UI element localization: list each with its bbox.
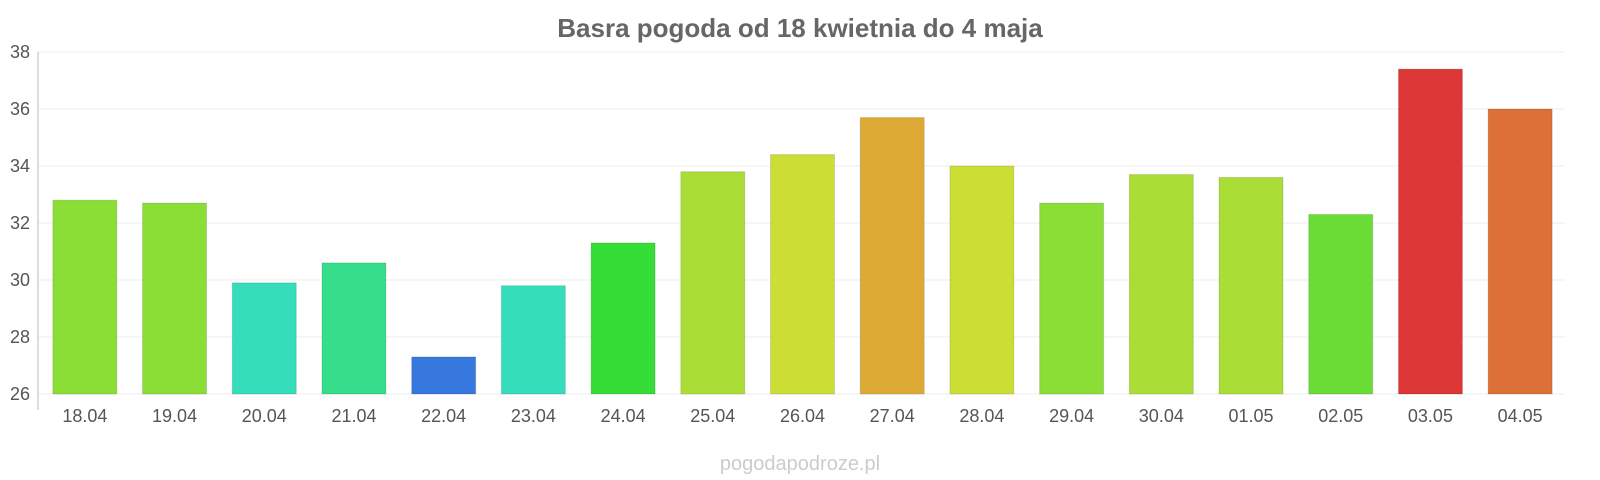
bar (949, 165, 1015, 395)
y-tick-label: 36 (10, 99, 30, 119)
x-tick-label: 19.04 (152, 406, 197, 426)
x-tick-label: 21.04 (331, 406, 376, 426)
x-tick-label: 29.04 (1049, 406, 1094, 426)
bar (321, 262, 387, 395)
x-tick-label: 03.05 (1408, 406, 1453, 426)
y-tick-label: 30 (10, 270, 30, 290)
x-tick-label: 24.04 (601, 406, 646, 426)
bar (500, 285, 566, 395)
x-tick-label: 25.04 (690, 406, 735, 426)
x-axis-ticks: 18.04 19.04 20.04 21.04 22.04 23.04 24.04 25.04… (62, 406, 1542, 426)
y-tick-label: 34 (10, 156, 30, 176)
bar (1039, 202, 1105, 395)
bar (231, 282, 297, 395)
bars (52, 68, 1553, 395)
x-tick-label: 04.05 (1498, 406, 1543, 426)
bar (770, 154, 835, 395)
x-tick-label: 30.04 (1139, 406, 1184, 426)
bar (1128, 174, 1194, 395)
bar (859, 117, 925, 395)
y-tick-label: 38 (10, 42, 30, 62)
bar (1487, 108, 1553, 395)
bar (411, 356, 477, 395)
bar (1308, 213, 1374, 395)
bar (52, 199, 118, 395)
chart-title: Basra pogoda od 18 kwietnia do 4 maja (557, 13, 1043, 43)
y-tick-label: 26 (10, 384, 30, 404)
watermark: pogodapodroze.pl (720, 453, 880, 475)
x-tick-label: 02.05 (1318, 406, 1363, 426)
y-tick-label: 28 (10, 327, 30, 347)
bar (1397, 68, 1463, 395)
y-tick-label: 32 (10, 213, 30, 233)
bar (680, 171, 746, 395)
x-tick-label: 18.04 (62, 406, 107, 426)
x-tick-label: 27.04 (870, 406, 915, 426)
y-axis-ticks: 26 28 30 32 34 36 38 (10, 42, 30, 404)
x-tick-label: 20.04 (242, 406, 287, 426)
bar (142, 202, 208, 395)
x-tick-label: 26.04 (780, 406, 825, 426)
x-tick-label: 23.04 (511, 406, 556, 426)
x-tick-label: 22.04 (421, 406, 466, 426)
bar (1218, 176, 1284, 395)
x-tick-label: 28.04 (959, 406, 1004, 426)
x-tick-label: 01.05 (1229, 406, 1274, 426)
bar (590, 242, 656, 395)
